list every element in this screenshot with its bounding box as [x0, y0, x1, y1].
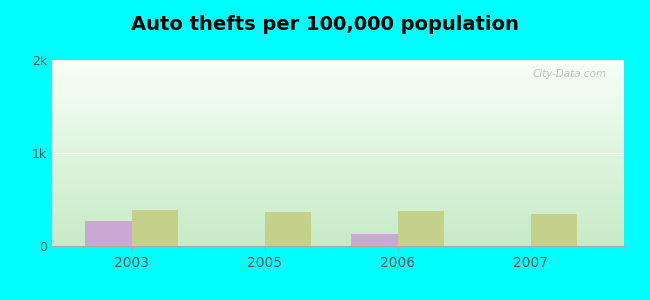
Bar: [351, 234, 398, 246]
Bar: [265, 212, 311, 246]
Bar: [132, 210, 178, 246]
Bar: [85, 221, 132, 246]
Text: Auto thefts per 100,000 population: Auto thefts per 100,000 population: [131, 15, 519, 34]
Bar: [398, 211, 445, 246]
Text: City-Data.com: City-Data.com: [533, 69, 607, 79]
Bar: [531, 214, 577, 246]
